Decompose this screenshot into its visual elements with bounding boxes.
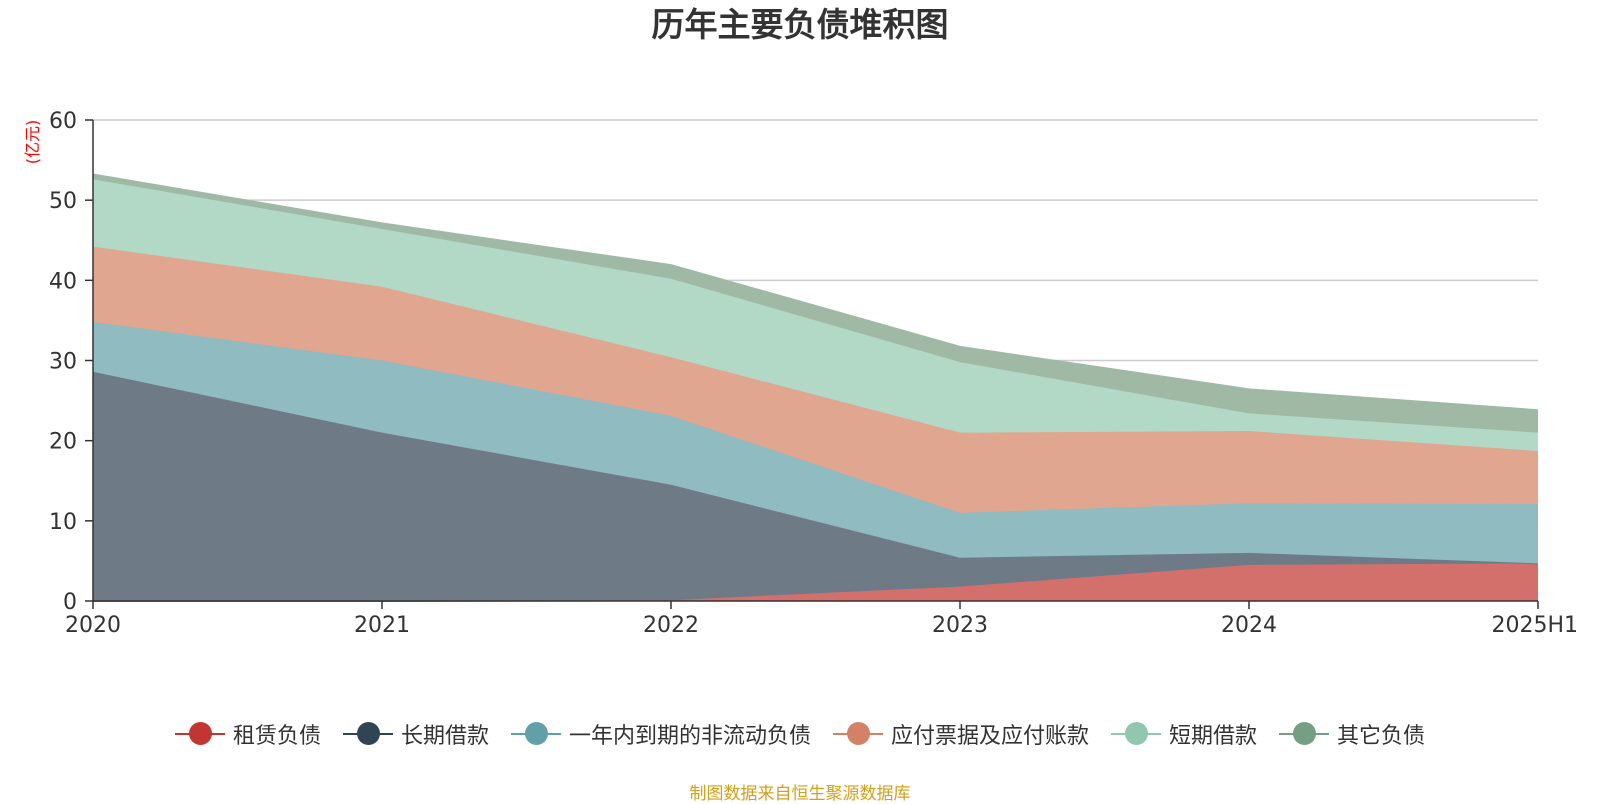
area-series-1[interactable] — [93, 371, 1538, 601]
y-tick-label: 30 — [49, 350, 77, 375]
legend-label: 应付票据及应付账款 — [891, 724, 1090, 749]
legend-item[interactable]: 其它负债 — [1279, 718, 1425, 750]
x-tick-label: 2024 — [1221, 613, 1277, 638]
legend-marker-icon — [1279, 721, 1330, 747]
x-tick-label: 2022 — [643, 613, 699, 638]
legend-label: 一年内到期的非流动负债 — [568, 724, 811, 749]
area-series-0[interactable] — [93, 563, 1538, 601]
legend-item[interactable]: 短期借款 — [1111, 718, 1257, 750]
area-series-3[interactable] — [93, 246, 1538, 513]
y-tick-label: 40 — [49, 269, 77, 294]
legend-item[interactable]: 一年内到期的非流动负债 — [510, 718, 811, 750]
axis-layer: 0 10 20 30 40 50 60 2020 2021 2022 2023 2024 2025H1 — [49, 109, 1578, 638]
y-tick-label: 10 — [49, 510, 77, 535]
legend-item[interactable]: 长期借款 — [342, 718, 489, 750]
legend: 租赁负债 长期借款 一年内到期的非流动负债 应付票据及应付账款 短期借款 其它负债 — [0, 718, 1600, 750]
y-tick-label: 60 — [49, 109, 77, 134]
source-note: 制图数据来自恒生聚源数据库 — [689, 784, 911, 804]
chart-title: 历年主要负债堆积图 — [651, 5, 949, 44]
area-series-2[interactable] — [93, 322, 1538, 564]
legend-marker-icon — [174, 721, 225, 747]
y-tick-label: 20 — [49, 430, 77, 455]
area-layer — [92, 173, 1539, 602]
legend-item[interactable]: 租赁负债 — [174, 718, 321, 750]
y-tick-label: 50 — [49, 189, 77, 214]
y-unit-label: (亿元) — [23, 120, 42, 165]
legend-label: 租赁负债 — [232, 724, 321, 749]
legend-label: 短期借款 — [1169, 724, 1258, 749]
area-series-5[interactable] — [93, 174, 1538, 433]
x-tick-label: 2020 — [65, 613, 121, 638]
x-tick-label: 2025H1 — [1491, 613, 1578, 638]
legend-marker-icon — [510, 721, 561, 747]
legend-item[interactable]: 应付票据及应付账款 — [833, 718, 1089, 750]
legend-label: 长期借款 — [400, 724, 489, 749]
area-series-4[interactable] — [93, 179, 1538, 452]
area-line-series-2 — [92, 321, 1539, 514]
legend-marker-icon — [833, 721, 883, 747]
legend-marker-icon — [1111, 721, 1162, 747]
x-tick-label: 2021 — [354, 613, 410, 638]
y-tick-label: 0 — [63, 590, 77, 615]
area-line-series-5 — [92, 173, 1539, 412]
legend-label: 其它负债 — [1337, 724, 1426, 749]
x-tick-label: 2023 — [932, 613, 988, 638]
legend-marker-icon — [342, 721, 393, 747]
